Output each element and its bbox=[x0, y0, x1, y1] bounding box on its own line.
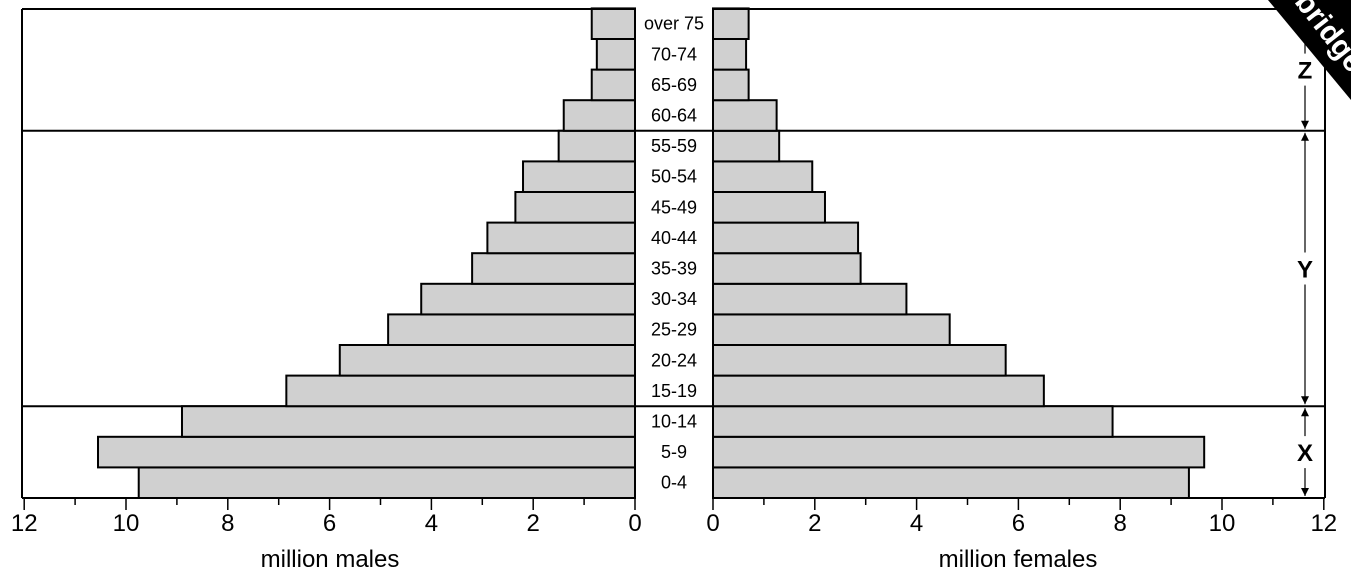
bar-female-30-34 bbox=[712, 282, 908, 316]
bar-female-45-49 bbox=[712, 191, 826, 224]
bar-male-25-29 bbox=[387, 313, 637, 346]
bar-male-20-24 bbox=[338, 344, 636, 377]
band-y-arrow-up bbox=[1301, 132, 1309, 141]
tick-label-male-8: 8 bbox=[221, 510, 234, 537]
bar-female-10-14 bbox=[712, 405, 1114, 438]
x-axis-title-males: million males bbox=[261, 546, 400, 573]
tick-label-female-10: 10 bbox=[1209, 510, 1236, 537]
age-label-25-29: 25-29 bbox=[651, 320, 697, 340]
bar-male-30-34 bbox=[420, 282, 636, 316]
bar-male-45-49 bbox=[514, 191, 637, 224]
bar-female-over-75 bbox=[712, 7, 750, 40]
age-label-55-59: 55-59 bbox=[651, 136, 697, 156]
band-label-y: Y bbox=[1297, 257, 1313, 284]
bar-female-15-19 bbox=[712, 374, 1045, 408]
bar-male-0-4 bbox=[137, 466, 636, 499]
bar-female-40-44 bbox=[712, 221, 860, 255]
bar-male-55-59 bbox=[557, 129, 637, 163]
age-group-labels: 0-4 5-9 10-14 15-19 20-24 25-29 30-34 35-39 40-4… bbox=[644, 14, 704, 493]
age-label-over-75: over 75 bbox=[644, 14, 704, 34]
tick-labels: 12 10 8 6 4 2 0 0 2 4 6 8 10 12 bbox=[11, 510, 1337, 537]
age-label-15-19: 15-19 bbox=[651, 381, 697, 401]
age-label-50-54: 50-54 bbox=[651, 167, 697, 187]
tick-label-female-6: 6 bbox=[1012, 510, 1025, 537]
bar-female-60-64 bbox=[712, 99, 778, 132]
age-label-45-49: 45-49 bbox=[651, 197, 697, 217]
bar-male-35-39 bbox=[471, 252, 636, 285]
band-z-arrow-down bbox=[1301, 120, 1309, 129]
age-label-20-24: 20-24 bbox=[651, 350, 697, 370]
tick-label-male-2: 2 bbox=[527, 510, 540, 537]
band-x-arrow-down bbox=[1301, 488, 1309, 496]
axes bbox=[21, 8, 1326, 510]
age-label-70-74: 70-74 bbox=[651, 44, 697, 64]
tick-label-male-4: 4 bbox=[425, 510, 438, 537]
bar-female-20-24 bbox=[712, 344, 1007, 377]
bar-male-70-74 bbox=[595, 38, 637, 71]
bar-male-15-19 bbox=[285, 374, 636, 408]
age-label-60-64: 60-64 bbox=[651, 106, 697, 126]
bar-male-50-54 bbox=[522, 160, 637, 193]
bar-male-over-75 bbox=[590, 7, 636, 40]
band-x-arrow-up bbox=[1301, 408, 1309, 417]
x-axis-title-females: million females bbox=[939, 546, 1098, 573]
bar-female-55-59 bbox=[712, 129, 781, 163]
age-label-0-4: 0-4 bbox=[661, 473, 687, 493]
age-label-5-9: 5-9 bbox=[661, 442, 687, 462]
age-label-40-44: 40-44 bbox=[651, 228, 697, 248]
tick-label-female-12: 12 bbox=[1310, 510, 1337, 537]
age-label-35-39: 35-39 bbox=[651, 259, 697, 279]
tick-label-male-6: 6 bbox=[323, 510, 336, 537]
bar-female-5-9 bbox=[712, 435, 1206, 469]
bar-female-0-4 bbox=[712, 466, 1190, 499]
age-label-10-14: 10-14 bbox=[651, 412, 697, 432]
bar-female-35-39 bbox=[712, 252, 862, 285]
bar-female-70-74 bbox=[712, 38, 748, 71]
tick-label-female-0: 0 bbox=[706, 510, 719, 537]
bar-female-50-54 bbox=[712, 160, 814, 193]
bar-male-65-69 bbox=[590, 68, 636, 102]
tick-label-male-10: 10 bbox=[113, 510, 140, 537]
tick-label-female-4: 4 bbox=[910, 510, 923, 537]
bar-male-60-64 bbox=[562, 99, 636, 132]
band-y-arrow-down bbox=[1301, 396, 1309, 405]
tick-label-female-8: 8 bbox=[1114, 510, 1127, 537]
bar-male-10-14 bbox=[180, 405, 637, 438]
bar-male-5-9 bbox=[97, 435, 636, 469]
band-markers: X Y Z bbox=[1297, 10, 1313, 496]
tick-label-female-2: 2 bbox=[808, 510, 821, 537]
band-label-z: Z bbox=[1298, 58, 1313, 85]
female-bars bbox=[712, 7, 1206, 499]
watermark-band bbox=[1268, 0, 1351, 100]
bar-male-40-44 bbox=[486, 221, 637, 255]
bar-female-25-29 bbox=[712, 313, 951, 346]
male-bars bbox=[97, 7, 637, 499]
watermark-corner: bridge bbox=[1268, 0, 1351, 100]
bar-female-65-69 bbox=[712, 68, 750, 102]
band-label-x: X bbox=[1297, 440, 1313, 467]
tick-label-male-12: 12 bbox=[11, 510, 38, 537]
age-label-65-69: 65-69 bbox=[651, 75, 697, 95]
tick-label-male-0: 0 bbox=[628, 510, 641, 537]
age-label-30-34: 30-34 bbox=[651, 289, 697, 309]
